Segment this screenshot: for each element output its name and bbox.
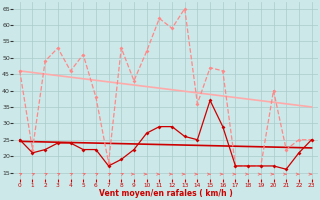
- X-axis label: Vent moyen/en rafales ( km/h ): Vent moyen/en rafales ( km/h ): [99, 189, 233, 198]
